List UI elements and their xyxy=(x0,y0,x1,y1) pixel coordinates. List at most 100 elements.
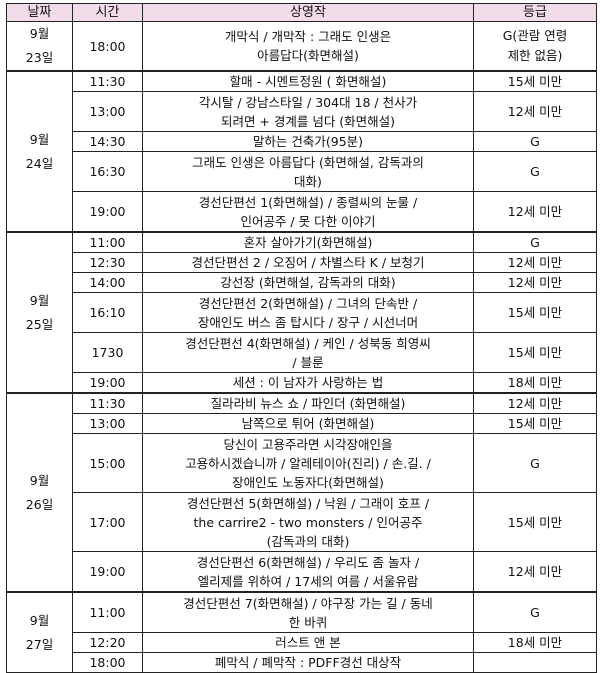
cell-line: 12세 미만 xyxy=(507,396,563,411)
cell-line: 9월 xyxy=(29,612,50,628)
cell-line: G xyxy=(530,164,540,179)
time-cell: 16:10 xyxy=(72,292,143,333)
date-cell: 9월 27일 xyxy=(6,591,73,673)
cell-line: 경선단편선 1(화면해설) / 종렬씨의 눈물 / xyxy=(198,194,418,210)
cell-line: 혼자 살아가기(화면해설) xyxy=(243,235,373,250)
rating-cell: G xyxy=(473,131,597,152)
title-cell: 경선단편선 2(화면해설) / 그녀의 단속반 / 장애인도 버스 좀 탑시다 /… xyxy=(142,292,474,333)
title-cell: 경선단편선 2 / 오징어 / 차별스타 K / 보청기 xyxy=(142,252,474,273)
rating-cell xyxy=(473,652,597,673)
cell-line: 9월 xyxy=(29,472,50,488)
table-row: 1730 경선단편선 4(화면해설) / 케인 / 성북동 희영씨 / 블룬 15세 … xyxy=(7,332,597,373)
cell-line: 12세 미만 xyxy=(507,204,563,219)
header-title: 상영작 xyxy=(142,3,474,22)
time-cell: 19:00 xyxy=(72,191,143,233)
title-cell: 경선단편선 6(화면해설) / 우리도 좀 놀자 / 엘리제를 위하여 / 17세… xyxy=(142,551,474,593)
time-cell: 11:30 xyxy=(72,392,143,414)
rating-cell: 12세 미만 xyxy=(473,272,597,293)
cell-line: G(관람 연령 xyxy=(502,28,568,43)
rating-cell: G xyxy=(473,151,597,192)
cell-line: 장애인도 버스 좀 탑시다 / 장구 / 시선너머 xyxy=(197,314,419,330)
title-cell: 할매 - 시멘트정원 ( 화면해설) xyxy=(142,70,474,92)
time-cell: 13:00 xyxy=(72,413,143,434)
rating-cell: 12세 미만 xyxy=(473,551,597,593)
date-cell: 9월 25일 xyxy=(6,231,73,394)
cell-line: 12세 미만 xyxy=(507,564,563,579)
table-row: 17:00 경선단편선 5(화면해설) / 낙원 / 그래이 호프 / the ca… xyxy=(7,492,597,552)
cell-line: 15세 미만 xyxy=(507,305,563,320)
time-cell: 18:00 xyxy=(72,21,143,72)
cell-line: 그래도 인생은 아름답다 (화면해설, 감독과의 xyxy=(192,154,424,170)
cell-line: 9월 xyxy=(29,131,50,147)
screening-schedule-table: 날짜 시간 상영작 등급 9월 23일 18:00 개막식 / 개막작 : 그래도 인… xyxy=(6,3,597,673)
title-cell: 세션 : 이 남자가 사랑하는 법 xyxy=(142,372,474,394)
cell-line: 9월 xyxy=(29,292,50,308)
cell-line: 엘리제를 위하여 / 17세의 여름 / 서울유람 xyxy=(197,573,419,589)
table-row: 14:30 말하는 건축가(95분) G xyxy=(7,131,597,152)
cell-line: 27일 xyxy=(25,636,54,652)
rating-cell: 15세 미만 xyxy=(473,413,597,434)
cell-line: 경선단편선 2 / 오징어 / 차별스타 K / 보청기 xyxy=(191,255,425,270)
rating-cell: 15세 미만 xyxy=(473,292,597,333)
table-row: 9월 27일 11:00 경선단편선 7(화면해설) / 야구장 가는 길 / 동네 한… xyxy=(6,591,597,673)
title-cell: 질라라비 뉴스 쇼 / 파인더 (화면해설) xyxy=(142,392,474,414)
date-cell: 9월 26일 xyxy=(6,392,73,593)
rating-cell: 15세 미만 xyxy=(473,332,597,373)
cell-line: 12세 미만 xyxy=(507,104,563,119)
cell-line: 개막식 / 개막작 : 그래도 인생은 xyxy=(224,29,392,44)
title-cell: 폐막식 / 폐막작 : PDFF경선 대상작 xyxy=(142,652,474,673)
title-cell: 경선단편선 1(화면해설) / 종렬씨의 눈물 / 인어공주 / 못 다한 이야기 xyxy=(142,191,474,233)
cell-line: the carrire2 - two monsters / 인어공주 xyxy=(193,514,423,530)
cell-line: 15세 미만 xyxy=(507,74,563,89)
table-row: 19:00 세션 : 이 남자가 사랑하는 법 18세 미만 xyxy=(7,372,597,394)
cell-line: 25일 xyxy=(25,316,54,332)
cell-line: 경선단편선 7(화면해설) / 야구장 가는 길 / 동네 xyxy=(183,595,433,611)
time-cell: 13:00 xyxy=(72,91,143,132)
table-row: 13:00 각시탈 / 강남스타일 / 304대 18 / 천사가 되려면 + 경계… xyxy=(7,91,597,132)
cell-line: 18세 미만 xyxy=(507,635,563,650)
cell-line: 남쪽으로 튀어 (화면해설) xyxy=(241,416,375,431)
table-row: 9월 23일 18:00 개막식 / 개막작 : 그래도 인생은 아름답다(화면해설) G… xyxy=(6,21,597,72)
table-row: 14:00 강선장 (화면해설, 감독과의 대화) 12세 미만 xyxy=(7,272,597,293)
cell-line: 경선단편선 2(화면해설) / 그녀의 단속반 / xyxy=(198,295,418,311)
cell-line: 12세 미만 xyxy=(507,275,563,290)
time-cell: 19:00 xyxy=(72,551,143,593)
time-cell: 18:00 xyxy=(72,652,143,673)
cell-line: 세션 : 이 남자가 사랑하는 법 xyxy=(232,375,384,390)
time-cell: 11:00 xyxy=(72,231,143,253)
title-cell: 경선단편선 5(화면해설) / 낙원 / 그래이 호프 / the carrire… xyxy=(142,492,474,552)
cell-line: 제한 없음) xyxy=(507,48,563,63)
title-cell: 당신이 고용주라면 시각장애인을 고용하시겠습니까 / 알레테이아(진리) / 손… xyxy=(142,433,474,493)
title-cell: 강선장 (화면해설, 감독과의 대화) xyxy=(142,272,474,293)
cell-line: 12세 미만 xyxy=(507,255,563,270)
time-cell: 1730 xyxy=(72,332,143,373)
cell-line: 할매 - 시멘트정원 ( 화면해설) xyxy=(229,74,387,89)
cell-line: 23일 xyxy=(25,50,54,65)
time-cell: 14:00 xyxy=(72,272,143,293)
rating-cell: 12세 미만 xyxy=(473,191,597,233)
cell-line: 말하는 건축가(95분) xyxy=(252,134,364,149)
cell-line: 15세 미만 xyxy=(507,345,563,360)
header-time: 시간 xyxy=(72,3,143,22)
cell-line: 18세 미만 xyxy=(507,375,563,390)
cell-line: 15세 미만 xyxy=(507,514,563,530)
cell-line: 되려면 + 경계를 넘다 (화면해설) xyxy=(220,113,396,129)
table-row: 9월 25일 11:00 혼자 살아가기(화면해설) G xyxy=(6,231,597,394)
cell-line: 한 바퀴 xyxy=(288,614,328,630)
table-row: 9월 26일 11:30 질라라비 뉴스 쇼 / 파인더 (화면해설) 12세 미만 xyxy=(6,392,597,593)
title-cell: 말하는 건축가(95분) xyxy=(142,131,474,152)
table-row: 19:00 경선단편선 1(화면해설) / 종렬씨의 눈물 / 인어공주 / 못 다… xyxy=(7,191,597,233)
header-rating: 등급 xyxy=(473,3,597,22)
time-cell: 19:00 xyxy=(72,372,143,394)
rating-cell: G xyxy=(473,231,597,253)
cell-line: G xyxy=(530,235,540,250)
rating-cell: G xyxy=(473,591,597,633)
cell-line: / 블룬 xyxy=(292,354,324,370)
rating-cell: 18세 미만 xyxy=(473,372,597,394)
date-cell: 9월 23일 xyxy=(6,21,73,72)
rating-cell: 12세 미만 xyxy=(473,91,597,132)
cell-line: (감독과의 대화) xyxy=(266,533,350,549)
cell-line: 9월 xyxy=(29,26,50,41)
